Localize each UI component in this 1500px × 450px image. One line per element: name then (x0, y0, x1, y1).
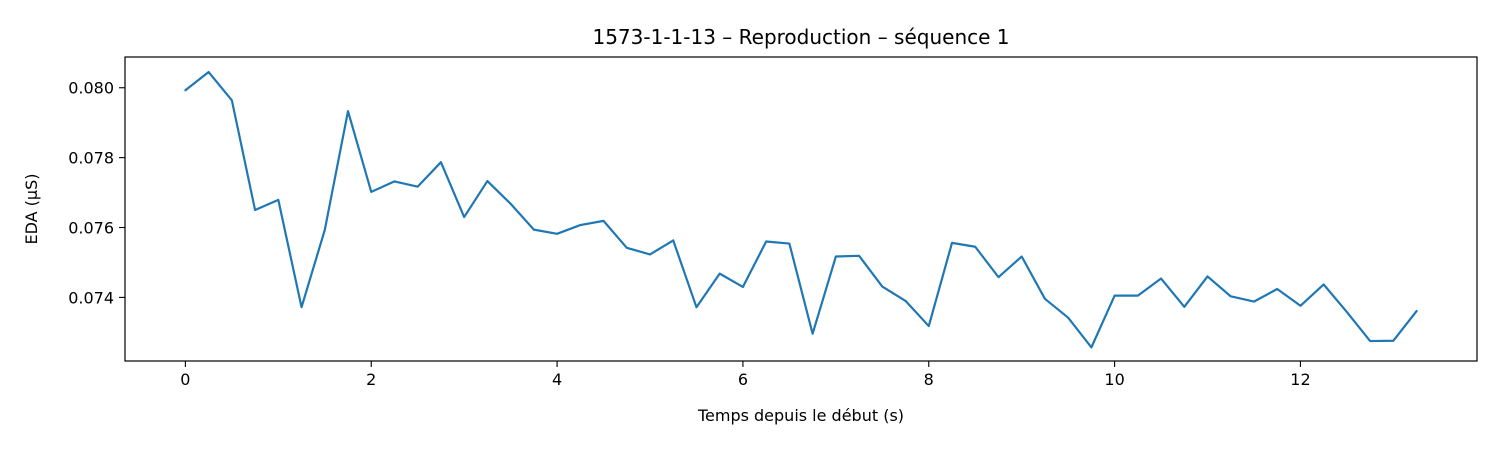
x-axis-label: Temps depuis le début (s) (697, 406, 904, 425)
series-line (184, 70, 1418, 349)
y-tick-label: 0.074 (68, 288, 114, 307)
x-axis: 0 2 4 6 8 10 12 (180, 361, 1311, 389)
y-axis: 0.074 0.076 0.078 0.080 (68, 79, 125, 307)
x-tick-label: 10 (1104, 370, 1124, 389)
chart-title: 1573-1-1-13 – Reproduction – séquence 1 (592, 25, 1009, 49)
x-tick-label: 8 (924, 370, 934, 389)
y-tick-label: 0.076 (68, 219, 114, 238)
plot-frame (124, 56, 1478, 362)
x-tick-label: 4 (552, 370, 562, 389)
y-tick-label: 0.078 (68, 149, 114, 168)
x-tick-label: 12 (1290, 370, 1310, 389)
series-layer (184, 70, 1418, 349)
x-tick-label: 0 (180, 370, 190, 389)
y-tick-label: 0.080 (68, 79, 114, 98)
x-tick-label: 6 (738, 370, 748, 389)
y-axis-label: EDA (µS) (22, 174, 41, 245)
x-tick-label: 2 (366, 370, 376, 389)
